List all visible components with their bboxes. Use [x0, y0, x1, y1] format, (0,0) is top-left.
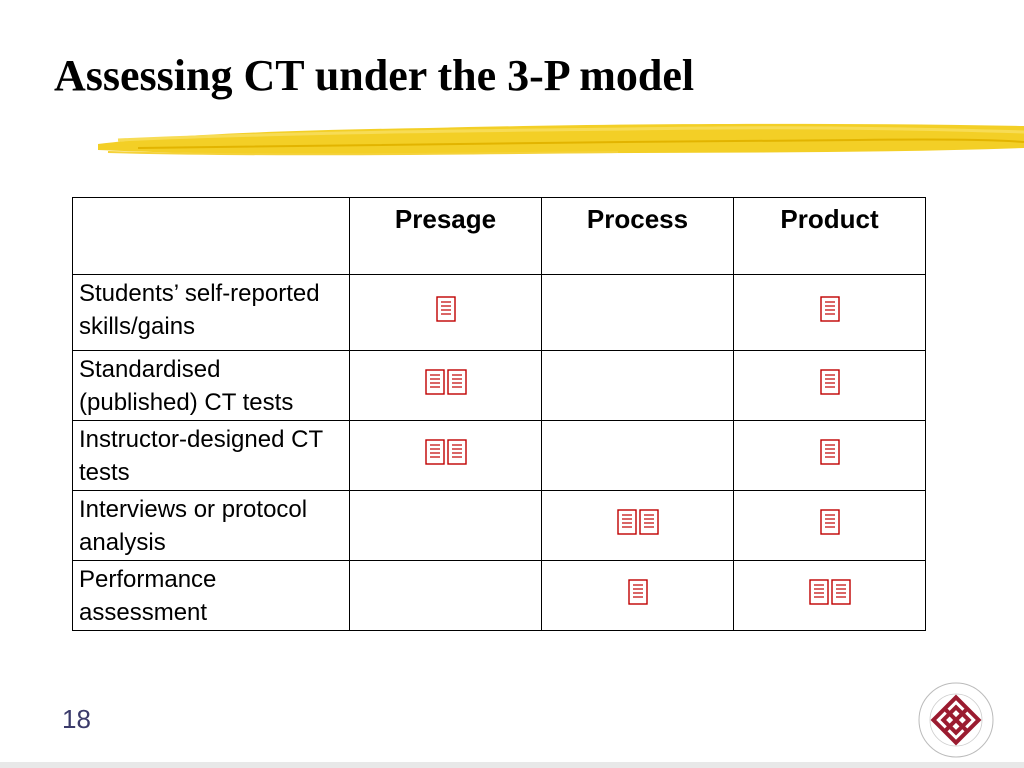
cell-process [541, 560, 734, 631]
checkmark-glyph-icon [424, 368, 445, 395]
mark-group [808, 578, 851, 605]
slide-title: Assessing CT under the 3-P model [54, 51, 695, 100]
table-row: Interviews or protocol analysis [72, 490, 926, 561]
mark-group [616, 508, 659, 535]
checkmark-glyph-icon [424, 438, 445, 465]
cell-presage [349, 420, 542, 491]
cell-process [541, 274, 734, 351]
table-row: Standardised (published) CT tests [72, 350, 926, 421]
cell-process [541, 490, 734, 561]
table-row: Instructor-designed CT tests [72, 420, 926, 491]
checkmark-glyph-icon [435, 295, 456, 322]
table-row: Students’ self-reported skills/gains [72, 274, 926, 351]
checkmark-glyph-icon [808, 578, 829, 605]
row-label: Standardised (published) CT tests [72, 350, 350, 421]
table-row: Performance assessment [72, 560, 926, 631]
mark-group [819, 368, 840, 395]
mark-group [819, 508, 840, 535]
checkmark-glyph-icon [616, 508, 637, 535]
mark-group [819, 295, 840, 322]
cell-product [733, 560, 926, 631]
page-number: 18 [62, 704, 91, 734]
header-blank [72, 197, 350, 275]
header-process: Process [541, 197, 734, 275]
checkmark-glyph-icon [819, 508, 840, 535]
university-seal-icon [918, 682, 994, 758]
mark-group [435, 295, 456, 322]
checkmark-glyph-icon [446, 438, 467, 465]
checkmark-glyph-icon [819, 295, 840, 322]
header-product: Product [733, 197, 926, 275]
cell-presage [349, 560, 542, 631]
checkmark-glyph-icon [446, 368, 467, 395]
checkmark-glyph-icon [830, 578, 851, 605]
cell-product [733, 274, 926, 351]
mark-group [627, 578, 648, 605]
cell-process [541, 350, 734, 421]
row-label: Interviews or protocol analysis [72, 490, 350, 561]
row-label: Performance assessment [72, 560, 350, 631]
checkmark-glyph-icon [819, 438, 840, 465]
cell-presage [349, 274, 542, 351]
mark-group [424, 368, 467, 395]
cell-product [733, 350, 926, 421]
row-label: Instructor-designed CT tests [72, 420, 350, 491]
mark-group [424, 438, 467, 465]
table-header-row: Presage Process Product [72, 197, 926, 275]
yellow-brush-stroke [98, 123, 1024, 156]
cell-product [733, 490, 926, 561]
cell-product [733, 420, 926, 491]
cell-process [541, 420, 734, 491]
header-presage: Presage [349, 197, 542, 275]
assessment-table: Presage Process Product Students’ self-r… [72, 197, 926, 631]
cell-presage [349, 490, 542, 561]
checkmark-glyph-icon [627, 578, 648, 605]
checkmark-glyph-icon [819, 368, 840, 395]
mark-group [819, 438, 840, 465]
footer-rule [0, 762, 1024, 768]
row-label: Students’ self-reported skills/gains [72, 274, 350, 351]
checkmark-glyph-icon [638, 508, 659, 535]
cell-presage [349, 350, 542, 421]
